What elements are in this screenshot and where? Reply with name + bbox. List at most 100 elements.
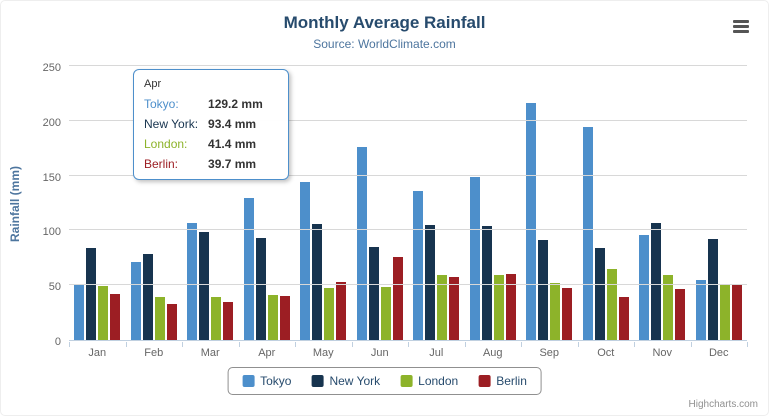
bar-london-nov[interactable]: [663, 275, 674, 340]
x-axis-tick: [182, 342, 183, 347]
legend-item-berlin[interactable]: Berlin: [478, 374, 527, 388]
x-axis-labels: Jan Feb Mar Apr May Jun Jul Aug Sep Oct Nov Dec: [69, 347, 747, 359]
x-axis-label-aug: Aug: [482, 347, 503, 359]
bar-london-jun[interactable]: [380, 287, 391, 340]
bar-new-york-may[interactable]: [312, 224, 323, 340]
legend-label: New York: [329, 374, 381, 388]
bar-tokyo-nov[interactable]: [639, 235, 650, 340]
bar-berlin-jun[interactable]: [392, 257, 403, 340]
category-group-jun: [352, 66, 409, 340]
bar-berlin-nov[interactable]: [675, 289, 686, 340]
bar-london-oct[interactable]: [606, 269, 617, 340]
x-axis-tick: [351, 342, 353, 347]
category-group-oct: [578, 66, 635, 340]
tooltip-series-value: 129.2 mm: [208, 97, 263, 111]
bar-tokyo-feb[interactable]: [130, 262, 141, 340]
highcharts-credits[interactable]: Highcharts.com: [688, 399, 758, 410]
bar-london-aug[interactable]: [493, 275, 504, 340]
bar-new-york-mar[interactable]: [199, 232, 210, 340]
bar-tokyo-sep[interactable]: [526, 103, 537, 340]
legend-label: London: [418, 374, 459, 388]
bar-new-york-jan[interactable]: [86, 248, 97, 340]
y-axis-label: 50: [48, 281, 61, 293]
tooltip-series-value: 39.7 mm: [208, 157, 257, 171]
legend-label: Tokyo: [260, 374, 292, 388]
bar-berlin-mar[interactable]: [223, 302, 234, 340]
bar-tokyo-apr[interactable]: [243, 198, 254, 340]
category-group-feb: [126, 66, 183, 340]
bar-new-york-nov[interactable]: [651, 223, 662, 340]
tooltip-category: Apr: [144, 78, 162, 90]
bar-berlin-feb[interactable]: [166, 304, 177, 340]
hamburger-icon[interactable]: [730, 18, 752, 35]
y-axis-label: 250: [42, 62, 61, 74]
category-group-jan: [69, 66, 126, 340]
bar-groups: [69, 66, 747, 340]
bar-new-york-jun[interactable]: [368, 247, 379, 340]
bar-tokyo-jan[interactable]: [74, 285, 85, 340]
bar-london-jul[interactable]: [437, 275, 448, 340]
bar-new-york-jul[interactable]: [425, 225, 436, 340]
legend-item-new-york[interactable]: New York: [311, 374, 380, 388]
gridline: [69, 175, 747, 176]
tooltip-series-label: New York:: [144, 117, 199, 131]
bar-london-jan[interactable]: [98, 286, 109, 340]
bar-tokyo-jun[interactable]: [356, 147, 367, 340]
x-axis-label-nov: Nov: [652, 347, 673, 359]
bar-berlin-aug[interactable]: [505, 274, 516, 340]
x-axis-tick: [577, 342, 579, 347]
category-group-jul: [408, 66, 465, 340]
bar-berlin-jan[interactable]: [110, 294, 121, 340]
bar-new-york-dec[interactable]: [707, 239, 718, 340]
bar-new-york-oct[interactable]: [594, 248, 605, 340]
x-axis-label-dec: Dec: [708, 347, 729, 359]
x-axis-label-may: May: [312, 347, 334, 359]
legend-item-london[interactable]: London: [400, 374, 458, 388]
category-group-nov: [634, 66, 691, 340]
y-axis-labels: 0 50 100 150 200 250: [1, 62, 61, 348]
x-axis-tick: [295, 342, 296, 347]
bar-tokyo-dec[interactable]: [695, 280, 706, 340]
bar-new-york-feb[interactable]: [142, 254, 153, 340]
bar-london-may[interactable]: [324, 288, 335, 340]
bar-london-apr[interactable]: [267, 295, 278, 340]
legend-swatch: [311, 375, 324, 387]
legend-swatch: [242, 375, 255, 387]
y-axis-label: 200: [42, 117, 61, 129]
gridline: [69, 120, 747, 121]
bar-london-dec[interactable]: [719, 284, 730, 340]
bar-berlin-may[interactable]: [336, 282, 347, 340]
bar-tokyo-aug[interactable]: [469, 177, 480, 340]
bar-tokyo-mar[interactable]: [187, 223, 198, 340]
x-axis-tick: [521, 342, 522, 347]
bar-london-sep[interactable]: [550, 283, 561, 340]
category-group-may: [295, 66, 352, 340]
legend-item-tokyo[interactable]: Tokyo: [242, 374, 291, 388]
bar-london-feb[interactable]: [154, 297, 165, 340]
x-axis-tick: [125, 342, 127, 347]
tooltip-rows: Tokyo: 129.2 mm New York: 93.4 mm London: 41.…: [144, 97, 278, 171]
bar-berlin-sep[interactable]: [562, 288, 573, 340]
bar-tokyo-jul[interactable]: [413, 191, 424, 340]
bar-new-york-aug[interactable]: [481, 226, 492, 340]
category-group-dec: [691, 66, 748, 340]
bar-berlin-jul[interactable]: [449, 277, 460, 340]
gridline: [69, 284, 747, 285]
tooltip-series-label: Berlin:: [144, 157, 179, 171]
gridline: [69, 65, 747, 66]
bar-berlin-apr[interactable]: [279, 296, 290, 340]
gridline: [69, 229, 747, 230]
x-axis-tick: [238, 342, 240, 347]
bar-berlin-oct[interactable]: [618, 297, 629, 340]
bar-new-york-sep[interactable]: [538, 240, 549, 340]
bar-new-york-apr[interactable]: [255, 238, 266, 340]
bar-london-mar[interactable]: [211, 297, 222, 340]
x-axis-tick: [747, 342, 748, 347]
tooltip-series-value: 93.4 mm: [208, 117, 257, 131]
bar-tokyo-may[interactable]: [300, 182, 311, 340]
chart-title: Monthly Average Rainfall: [283, 13, 486, 32]
bar-berlin-dec[interactable]: [731, 284, 742, 340]
x-axis-label-apr: Apr: [258, 347, 276, 359]
bar-tokyo-oct[interactable]: [582, 127, 593, 340]
